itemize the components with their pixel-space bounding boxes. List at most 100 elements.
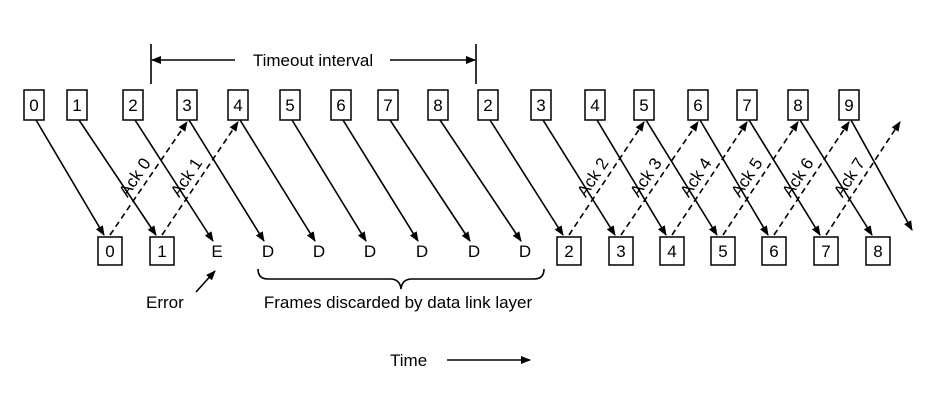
discarded-frame-marker: D (364, 242, 376, 261)
received-frame-box (865, 236, 891, 266)
frame-transmission-arrow (134, 119, 214, 242)
received-frame-label: 2 (564, 242, 573, 261)
frame-transmission-arrow (439, 119, 522, 242)
error-label: Error (146, 293, 184, 312)
received-frame: D (416, 242, 428, 261)
received-frame-box (556, 236, 582, 266)
sent-frame-box (736, 89, 758, 121)
received-frame-label: 7 (821, 242, 830, 261)
sent-frame: 3 (530, 89, 552, 121)
time-label: Time (390, 351, 427, 370)
frame-transmission-arrow (35, 119, 105, 236)
sent-frame-box (122, 89, 144, 121)
received-frame-box (761, 236, 787, 266)
sent-frame-box (23, 89, 45, 121)
frame-transmission-arrow (596, 119, 667, 236)
sent-frame: 7 (377, 89, 399, 121)
sent-frame-box (787, 89, 809, 121)
sent-frame-label: 7 (383, 96, 392, 115)
discarded-frame-marker: D (313, 242, 325, 261)
received-frame: E (211, 242, 222, 261)
sent-frame: 4 (227, 89, 249, 121)
received-frame-box (608, 236, 634, 266)
sent-frame-box (279, 89, 301, 121)
frame-transmission-arrow (645, 119, 718, 236)
received-frame: 7 (813, 236, 839, 266)
received-frame-label: 3 (616, 242, 625, 261)
sent-frame: 8 (427, 89, 449, 121)
received-frame: 3 (608, 236, 634, 266)
sent-frame: 6 (330, 89, 352, 121)
received-frame: 8 (865, 236, 891, 266)
sent-frame: 2 (122, 89, 144, 121)
sent-frame-box (838, 89, 860, 121)
discarded-frame-marker: D (262, 242, 274, 261)
frame-transmission-arrow (389, 119, 471, 242)
sent-frame: 5 (633, 89, 655, 121)
frame-transmission-arrow (239, 119, 316, 242)
discarded-frame-marker: D (416, 242, 428, 261)
sent-frame: 5 (279, 89, 301, 121)
received-frame: 6 (761, 236, 787, 266)
frame-transmission-arrows (35, 119, 913, 242)
sent-frame-label: 0 (29, 96, 38, 115)
sent-frames-row: 0 1 2 3 4 5 6 7 8 2 3 4 5 6 7 8 9 (23, 89, 860, 121)
sent-frame-box (687, 89, 709, 121)
received-frame-box (813, 236, 839, 266)
received-frame: D (262, 242, 274, 261)
received-frame: 4 (659, 236, 685, 266)
sent-frame-label: 3 (536, 96, 545, 115)
received-frame-label: 0 (105, 242, 114, 261)
sent-frame: 9 (838, 89, 860, 121)
sent-frame: 1 (66, 89, 88, 121)
ack-arrow (620, 121, 699, 236)
received-frame: 5 (710, 236, 736, 266)
received-frame-label: 8 (873, 242, 882, 261)
frame-transmission-arrow (850, 119, 913, 231)
discarded-frame-marker: D (468, 242, 480, 261)
received-frame-label: 1 (157, 242, 166, 261)
sent-frame: 6 (687, 89, 709, 121)
discard-label: Frames discarded by data link layer (264, 293, 533, 312)
received-frame: D (364, 242, 376, 261)
received-frame: 1 (149, 236, 175, 266)
sent-frame-box (66, 89, 88, 121)
sent-frame-box (530, 89, 552, 121)
sent-frame: 0 (23, 89, 45, 121)
sent-frame-label: 1 (72, 96, 81, 115)
received-frame: 0 (97, 236, 123, 266)
received-frame: D (519, 242, 531, 261)
sent-frame-box (330, 89, 352, 121)
sent-frame-label: 8 (433, 96, 442, 115)
frame-transmission-arrow (542, 119, 616, 236)
received-frame-box (149, 236, 175, 266)
sent-frame-box (633, 89, 655, 121)
sent-frame-label: 4 (590, 96, 599, 115)
timeout-label: Timeout interval (253, 51, 373, 70)
received-frame: D (468, 242, 480, 261)
received-frame-label: 4 (667, 242, 676, 261)
error-frame-marker: E (211, 242, 222, 261)
sent-frame: 8 (787, 89, 809, 121)
sent-frame-label: 8 (793, 96, 802, 115)
frame-transmission-arrow (489, 119, 564, 236)
frame-transmission-arrow (291, 119, 367, 242)
sent-frame-label: 9 (844, 96, 853, 115)
received-frame: 2 (556, 236, 582, 266)
sent-frame-label: 2 (128, 96, 137, 115)
ack-label: Ack 0 (115, 154, 155, 200)
received-frames-row: 0 1 E D D D D D D 2 3 4 5 6 7 8 (97, 236, 891, 266)
received-frame: D (313, 242, 325, 261)
sent-frame-label: 5 (285, 96, 294, 115)
ack-arrow (568, 121, 645, 236)
received-frame-label: 5 (718, 242, 727, 261)
ack-arrow (671, 121, 748, 236)
sent-frame-label: 3 (182, 96, 191, 115)
sent-frame-box (176, 89, 198, 121)
ack-arrow (109, 121, 188, 236)
discard-brace (257, 268, 545, 290)
sent-frame-box (584, 89, 606, 121)
sent-frame: 3 (176, 89, 198, 121)
frame-transmission-arrow (342, 119, 419, 242)
